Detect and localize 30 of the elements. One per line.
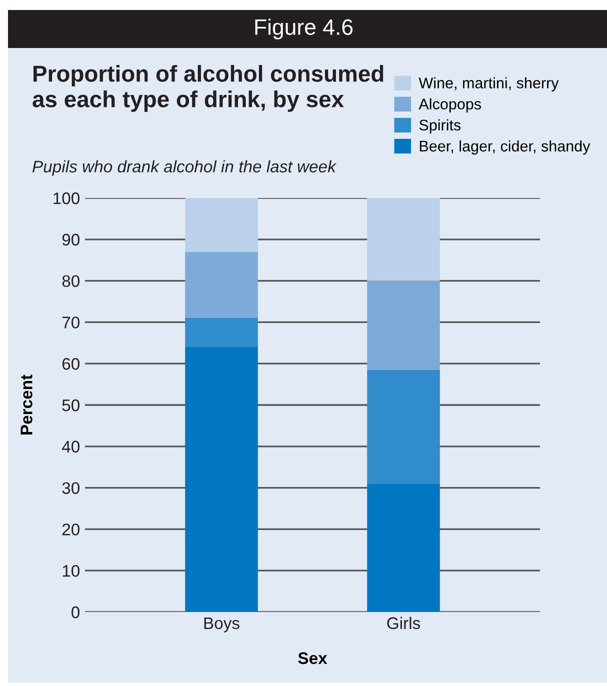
y-tick-label: 80 — [62, 275, 80, 288]
y-tick-label: 30 — [62, 482, 80, 494]
chart-title: Proportion of alcohol consumed as each type of drink, by sex — [32, 65, 384, 112]
y-tick-label: 40 — [62, 440, 80, 453]
y-tick-label: 70 — [62, 316, 80, 328]
y-tick-label: 10 — [62, 565, 80, 577]
x-tick-label: Girls — [387, 616, 420, 630]
bar — [367, 198, 440, 281]
bar — [185, 318, 258, 348]
bar — [185, 252, 258, 318]
y-tick-label: 100 — [54, 192, 80, 204]
y-tick-label: 0 — [72, 606, 80, 618]
y-tick-label: 90 — [62, 234, 80, 246]
y-tick-label: 50 — [62, 399, 80, 412]
y-tick-label: 60 — [62, 358, 80, 370]
chart-subtitle: Pupils who drank alcohol in the last week — [32, 160, 337, 176]
legend-label: Wine, martini, sherry — [418, 77, 559, 92]
legend-label: Beer, lager, cider, shandy — [420, 140, 590, 155]
legend-label: Spirits — [419, 119, 461, 134]
bar — [367, 280, 440, 370]
bar — [367, 484, 440, 612]
caption: Figure 4.6 — [255, 18, 353, 40]
legend-label: Alcopops — [418, 98, 481, 112]
y-tick-label: 20 — [62, 524, 80, 536]
bar — [367, 370, 440, 484]
x-tick-label: Boys — [204, 617, 240, 632]
x-axis-title: Sex — [298, 652, 328, 664]
bar — [185, 198, 258, 252]
y-axis-title: Percent — [20, 374, 32, 434]
bar — [185, 347, 258, 612]
